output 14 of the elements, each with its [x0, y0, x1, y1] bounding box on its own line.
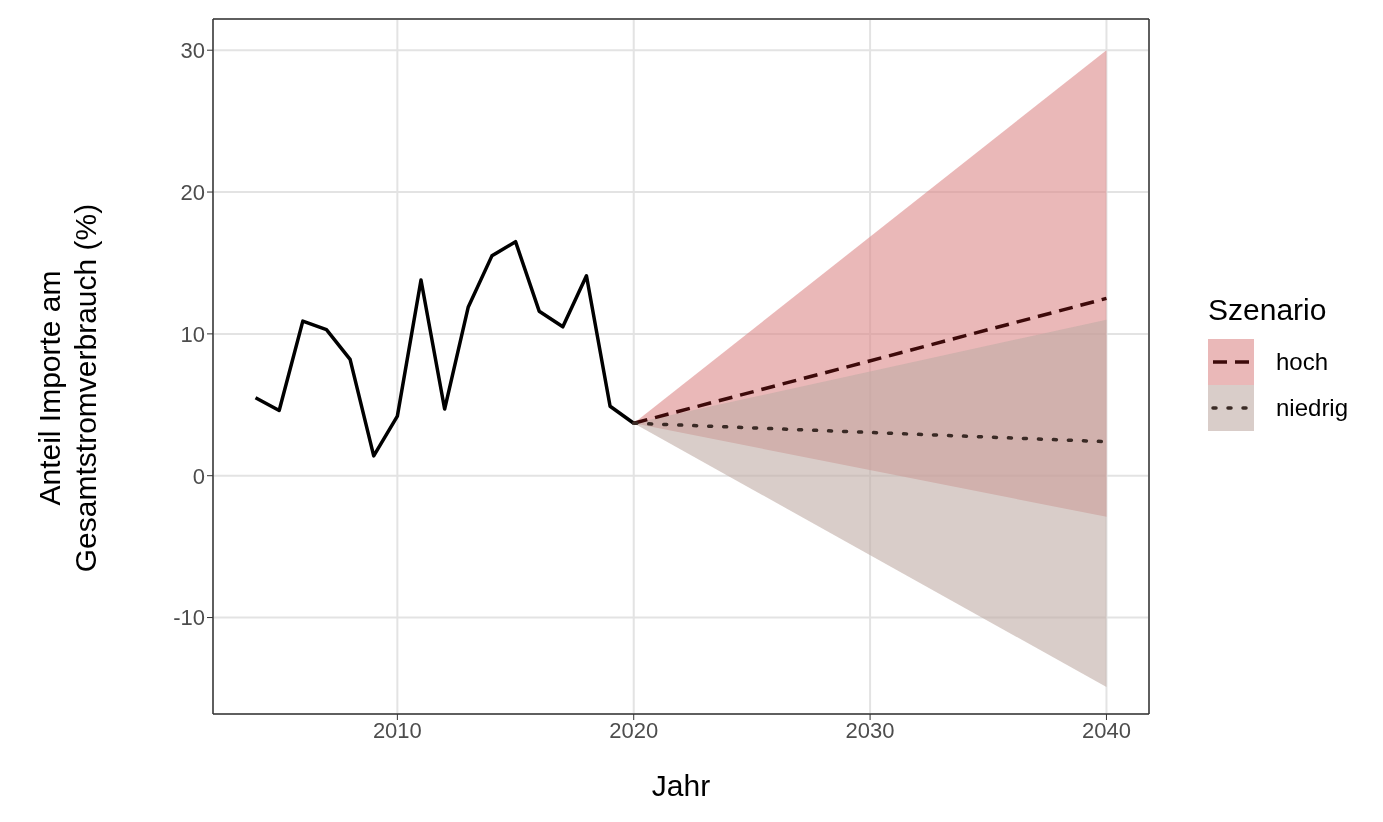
x-tick-label: 2010 — [372, 717, 422, 743]
y-tick-label: 0 — [192, 463, 205, 489]
y-tick-label: 20 — [180, 179, 205, 205]
y-tick-label: -10 — [173, 605, 205, 631]
x-tick-label: 2030 — [845, 717, 895, 743]
legend-label: hoch — [1276, 348, 1329, 376]
legend-label: niedrig — [1276, 394, 1349, 422]
y-tick-label: 10 — [180, 321, 205, 347]
y-tick-label: 30 — [180, 38, 205, 64]
x-tick-label: 2040 — [1081, 717, 1131, 743]
y-axis-title: Anteil Importe am Gesamtstromverbrauch (%) — [32, 202, 103, 575]
x-tick-label: 2020 — [609, 717, 659, 743]
x-axis-title: Jahr — [651, 769, 711, 802]
legend-title: Szenario — [1208, 293, 1328, 327]
